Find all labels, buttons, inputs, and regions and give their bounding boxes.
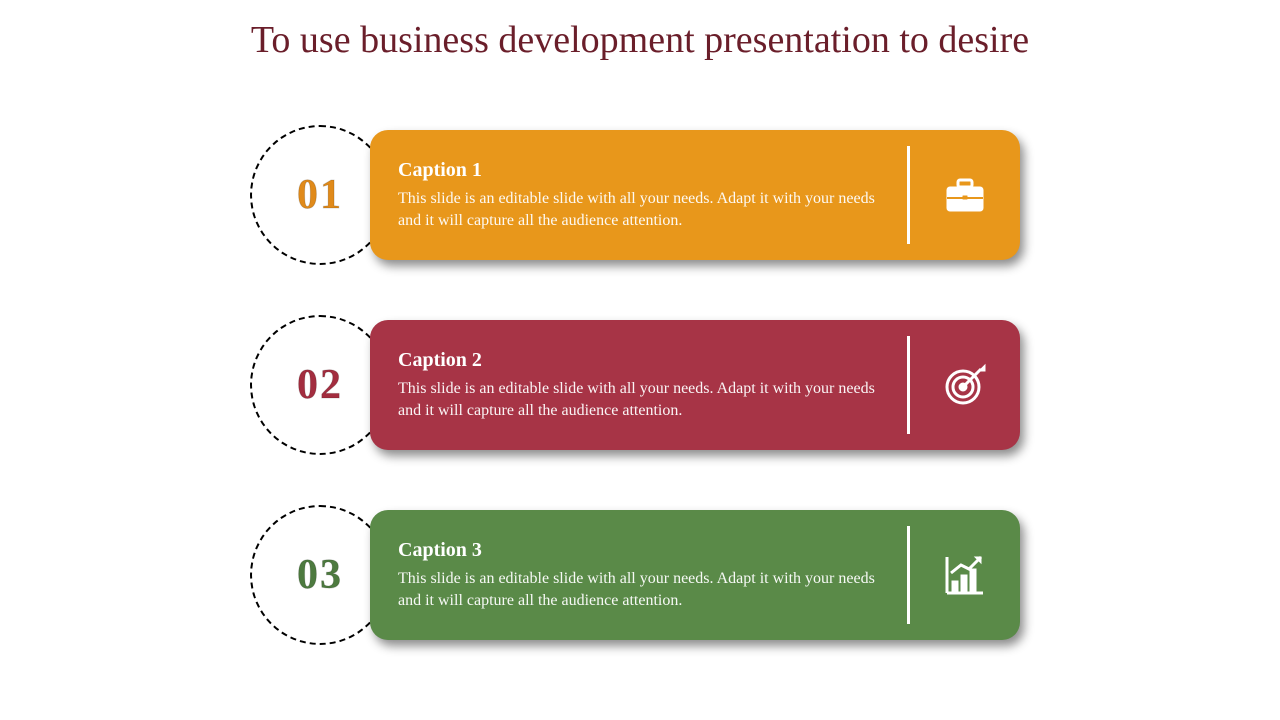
caption-bar: Caption 3 This slide is an editable slid…: [370, 510, 1020, 640]
item-description: This slide is an editable slide with all…: [398, 188, 883, 231]
number-circle: 02: [250, 315, 390, 455]
slide: To use business development presentation…: [0, 0, 1280, 720]
number-circle: 03: [250, 505, 390, 645]
target-icon: [941, 361, 989, 409]
bar-text: Caption 1 This slide is an editable slid…: [370, 130, 907, 260]
item-number: 01: [297, 171, 343, 219]
briefcase-icon: [941, 171, 989, 219]
bar-text: Caption 3 This slide is an editable slid…: [370, 510, 907, 640]
number-circle: 01: [250, 125, 390, 265]
icon-box: [910, 510, 1020, 640]
list-item: 02 Caption 2 This slide is an editable s…: [250, 310, 1030, 460]
icon-box: [910, 320, 1020, 450]
list-item: 01 Caption 1 This slide is an editable s…: [250, 120, 1030, 270]
item-number: 03: [297, 551, 343, 599]
caption-bar: Caption 1 This slide is an editable slid…: [370, 130, 1020, 260]
chart-icon: [941, 551, 989, 599]
item-caption: Caption 3: [398, 539, 883, 562]
bar-text: Caption 2 This slide is an editable slid…: [370, 320, 907, 450]
list-item: 03 Caption 3 This slide is an editable s…: [250, 500, 1030, 650]
item-caption: Caption 1: [398, 159, 883, 182]
item-number: 02: [297, 361, 343, 409]
item-description: This slide is an editable slide with all…: [398, 568, 883, 611]
icon-box: [910, 130, 1020, 260]
item-description: This slide is an editable slide with all…: [398, 378, 883, 421]
slide-title: To use business development presentation…: [0, 18, 1280, 62]
caption-bar: Caption 2 This slide is an editable slid…: [370, 320, 1020, 450]
item-caption: Caption 2: [398, 349, 883, 372]
